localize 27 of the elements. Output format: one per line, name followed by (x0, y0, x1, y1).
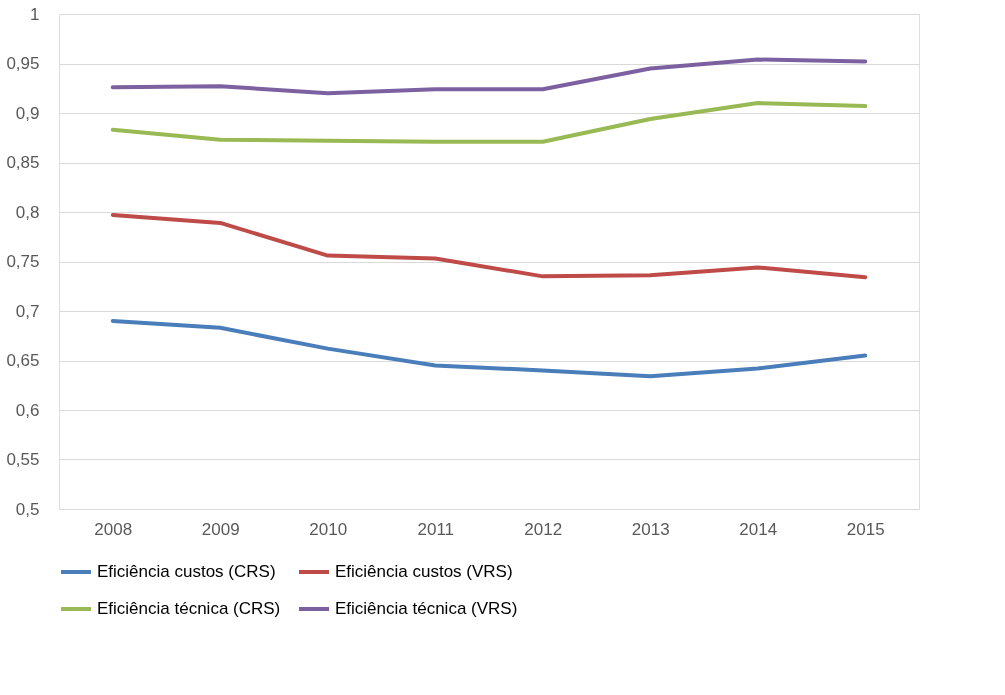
line-series (110, 318, 868, 379)
y-tick-label: 0,65 (6, 351, 40, 370)
line-series (110, 212, 868, 280)
line-series (110, 101, 868, 144)
line-series (110, 57, 868, 96)
y-tick-label: 0,75 (6, 252, 40, 271)
x-tick-label: 2015 (846, 519, 885, 539)
y-tick-label: 0,7 (15, 301, 40, 321)
legend-label: Eficiência técnica (CRS) (97, 599, 281, 618)
legend-label: Eficiência técnica (VRS) (335, 599, 518, 618)
x-tick-label: 2013 (631, 519, 670, 539)
y-tick-label: 0,5 (15, 499, 40, 519)
y-tick-label: 0,55 (6, 450, 40, 469)
legend-label: Eficiência custos (CRS) (97, 562, 276, 581)
legend-label: Eficiência custos (VRS) (335, 562, 513, 581)
x-tick-label: 2012 (524, 519, 563, 539)
x-tick-label: 2011 (417, 519, 455, 539)
y-tick-label: 0,95 (6, 54, 40, 73)
x-tick-label: 2014 (739, 519, 778, 539)
x-tick-label: 2009 (201, 519, 240, 539)
x-tick-label: 2008 (94, 519, 133, 539)
x-tick-label: 2010 (309, 519, 348, 539)
y-tick-label: 0,85 (6, 153, 40, 172)
y-tick-label: 1 (30, 4, 40, 24)
y-tick-label: 0,6 (15, 400, 40, 420)
y-tick-label: 0,9 (15, 103, 40, 123)
y-tick-label: 0,8 (15, 202, 40, 222)
